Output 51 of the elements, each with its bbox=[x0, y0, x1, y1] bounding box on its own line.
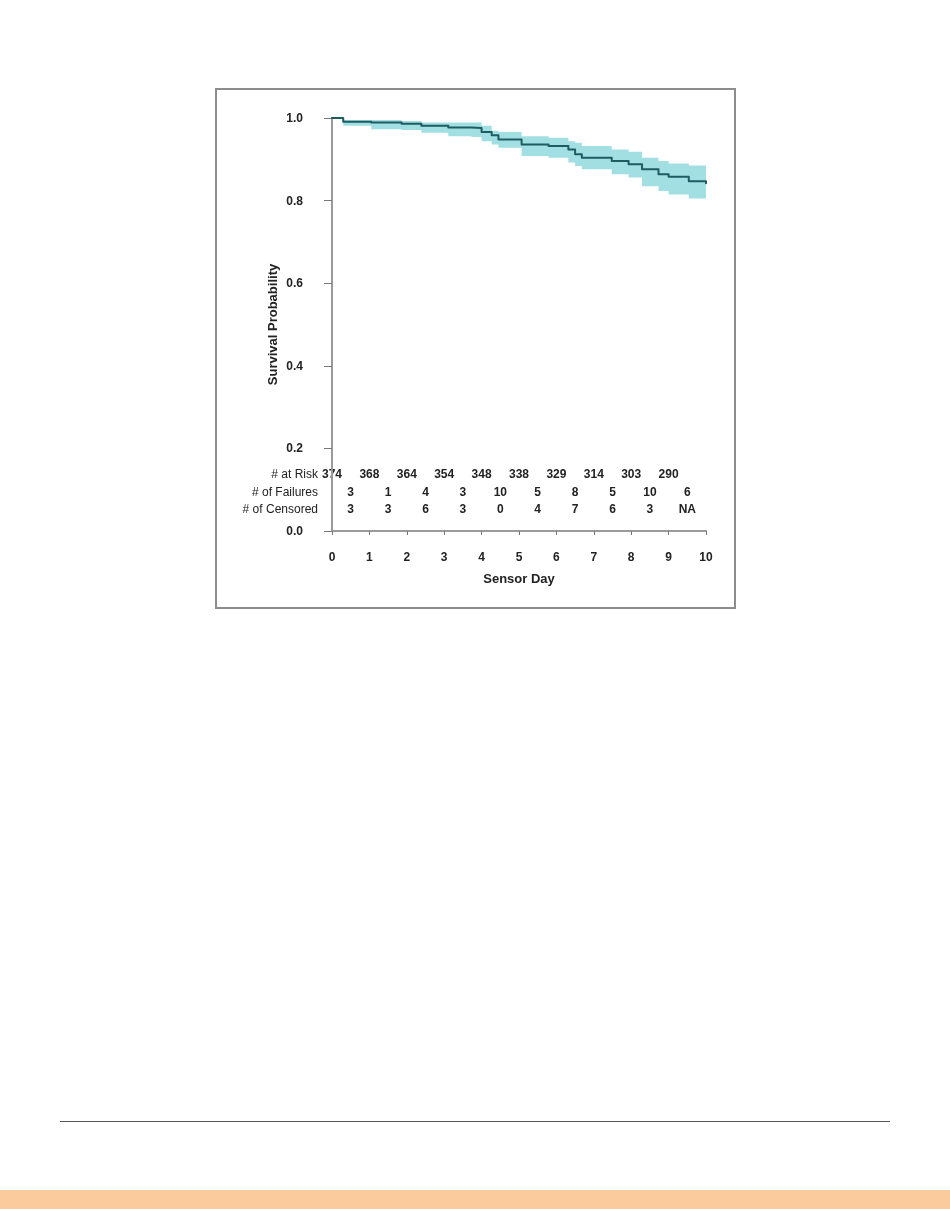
annotation: 364 bbox=[396, 467, 418, 481]
annotation: 3 bbox=[459, 502, 467, 516]
x-axis-title: Sensor Day bbox=[483, 571, 556, 586]
y-axis-title: Survival Probability bbox=[265, 263, 280, 386]
annotation: 338 bbox=[508, 467, 530, 481]
annotation: 6 bbox=[683, 484, 691, 499]
x-tick-label: 0 bbox=[328, 550, 336, 564]
x-tick-label: 7 bbox=[590, 550, 598, 564]
y-tick-label: 1.0 bbox=[286, 111, 304, 125]
text: # at Risk bbox=[271, 467, 319, 481]
y-tick-label: 0.2 bbox=[286, 441, 304, 456]
annotation: 303 bbox=[621, 467, 642, 481]
x-tick-label: 6 bbox=[553, 550, 561, 564]
annotation: 8 bbox=[571, 484, 579, 499]
y-tick-label: 0.8 bbox=[286, 193, 304, 208]
y-tick-label: 0.6 bbox=[286, 276, 304, 291]
x-tick-label: 5 bbox=[515, 550, 523, 564]
annotation: 3 bbox=[347, 502, 355, 516]
x-tick-label: 2 bbox=[403, 550, 411, 564]
annotation: 7 bbox=[571, 502, 579, 516]
annotation: 3 bbox=[459, 484, 467, 499]
annotation: 314 bbox=[583, 467, 605, 481]
x-tick-label: 3 bbox=[440, 550, 448, 564]
annotation: 0 bbox=[496, 502, 504, 516]
annotation: 6 bbox=[609, 502, 617, 516]
annotation: 10 bbox=[643, 484, 657, 499]
x-tick-label: 9 bbox=[665, 550, 673, 564]
annotation: 3 bbox=[347, 484, 355, 499]
x-tick-label: 1 bbox=[366, 550, 374, 564]
annotation: 368 bbox=[359, 467, 380, 481]
annotation: 5 bbox=[609, 484, 617, 499]
annotation: 6 bbox=[422, 502, 430, 516]
annotation: 348 bbox=[471, 467, 492, 481]
annotation: 3 bbox=[384, 502, 392, 516]
y-tick-label: 0.0 bbox=[286, 524, 304, 538]
annotation: 3 bbox=[646, 502, 654, 516]
annotation: 329 bbox=[546, 467, 567, 481]
x-tick-label: 4 bbox=[478, 550, 486, 564]
annotation: 290 bbox=[658, 467, 679, 481]
text: # of Censored bbox=[242, 502, 318, 516]
annotation: NA bbox=[678, 502, 697, 516]
annotation: 4 bbox=[422, 484, 430, 499]
text: # of Failures bbox=[251, 484, 318, 499]
annotation: 354 bbox=[434, 467, 455, 481]
x-tick-label: 8 bbox=[627, 550, 635, 564]
y-tick-label: 0.4 bbox=[286, 358, 304, 373]
annotation: 4 bbox=[534, 502, 542, 516]
annotation: 1 bbox=[384, 484, 392, 499]
annotation: 10 bbox=[493, 484, 508, 499]
annotation: 5 bbox=[534, 484, 542, 499]
x-tick-label: 10 bbox=[699, 550, 713, 564]
